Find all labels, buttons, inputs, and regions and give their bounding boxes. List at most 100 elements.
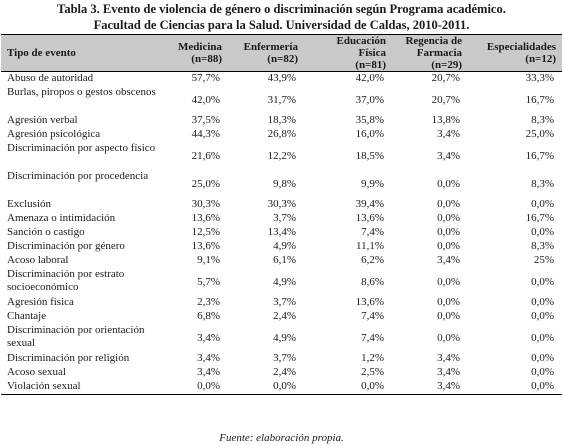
cell-value: 0,0% <box>437 226 460 238</box>
cell-value: 0,0% <box>166 380 228 395</box>
table-row: Agresión psicológica 44,3% 26,8% 16,0% 3… <box>1 128 562 142</box>
header-label: Tipo de evento <box>7 47 76 59</box>
cell-value: 4,9% <box>273 275 296 288</box>
table-row: Exclusión 30,3% 30,3% 39,4% 0,0% 0,0% <box>1 198 562 212</box>
cell-value: 0,0% <box>531 296 554 308</box>
table-row: Amenaza o intimidación 13,6% 3,7% 13,6% … <box>1 212 562 226</box>
header-label: Farmacia <box>416 47 462 59</box>
cell-value: 4,9% <box>273 240 296 252</box>
table-row: Discriminación por aspecto físico 21,6% … <box>1 142 562 170</box>
cell-value: 13,6% <box>191 212 220 224</box>
cell-value: 3,4% <box>437 352 460 364</box>
cell-value: 16,7% <box>525 212 554 224</box>
table-row: Burlas, piropos o gestos obscenos 42,0% … <box>1 86 562 114</box>
table-row: Sanción o castigo 12,5% 13,4% 7,4% 0,0% … <box>1 226 562 240</box>
cell-value: 3,4% <box>437 128 460 140</box>
row-label: Chantaje <box>7 310 47 322</box>
header-label: Especialidades <box>486 41 556 53</box>
header-n: (n=82) <box>267 53 298 65</box>
cell-value: 30,3% <box>267 198 296 210</box>
row-label: Agresión psicológica <box>7 128 101 140</box>
cell-value: 35,8% <box>355 114 384 126</box>
header-n: (n=12) <box>525 53 556 65</box>
row-label: Acoso sexual <box>7 366 66 378</box>
cell-value: 7,4% <box>361 331 384 344</box>
cell-value: 3,7% <box>273 296 296 308</box>
cell-value: 16,7% <box>525 149 554 162</box>
cell-value: 0,0% <box>437 310 460 322</box>
cell-value: 9,1% <box>197 254 220 266</box>
table-title-line1: Tabla 3. Evento de violencia de género o… <box>57 2 506 16</box>
table-source-note: Fuente: elaboración propia. <box>219 432 344 444</box>
cell-value: 0,0% <box>531 310 554 322</box>
data-table: Tipo de evento Medicina (n=88) Enfermerí… <box>1 34 562 395</box>
cell-value: 13,4% <box>267 226 296 238</box>
cell-value: 2,4% <box>273 366 296 378</box>
cell-value: 0,0% <box>531 352 554 364</box>
cell-value: 6,2% <box>361 254 384 266</box>
table-row: Discriminación por estrato socioeconómic… <box>1 268 562 296</box>
table-row: Discriminación por religión 3,4% 3,7% 1,… <box>1 352 562 366</box>
row-label: Sanción o castigo <box>7 226 85 238</box>
row-label: Burlas, piropos o gestos obscenos <box>7 86 156 98</box>
cell-value: 3,4% <box>197 366 220 378</box>
cell-value: 2,4% <box>273 310 296 322</box>
header-especialidades: Especialidades (n=12) <box>468 34 562 72</box>
cell-value: 0,0% <box>437 177 460 190</box>
cell-value: 11,1% <box>355 240 384 252</box>
cell-value: 7,4% <box>361 310 384 322</box>
cell-value: 1,2% <box>361 352 384 364</box>
header-label: Medicina <box>178 41 222 53</box>
cell-value: 43,9% <box>267 72 296 84</box>
header-tipo-evento: Tipo de evento <box>1 34 166 72</box>
table-row: Discriminación por género 13,6% 4,9% 11,… <box>1 240 562 254</box>
cell-value: 6,8% <box>197 310 220 322</box>
row-label: Amenaza o intimidación <box>7 212 116 224</box>
cell-value: 44,3% <box>191 128 220 140</box>
cell-value: 2,5% <box>361 366 384 378</box>
cell-value: 37,5% <box>191 114 220 126</box>
row-label: Acoso laboral <box>7 254 69 266</box>
cell-value: 5,7% <box>197 275 220 288</box>
row-label: Discriminación por género <box>7 240 125 252</box>
header-label: Regencia de <box>405 35 462 47</box>
cell-value: 6,1% <box>273 254 296 266</box>
row-label: Agresión verbal <box>7 114 78 126</box>
table-row: Abuso de autoridad 57,7% 43,9% 42,0% 20,… <box>1 72 562 87</box>
cell-value: 0,0% <box>437 212 460 224</box>
cell-value: 12,2% <box>267 149 296 162</box>
header-n: (n=88) <box>191 53 222 65</box>
cell-value: 3,4% <box>437 149 460 162</box>
cell-value: 3,4% <box>437 366 460 378</box>
table-row: Acoso sexual 3,4% 2,4% 2,5% 3,4% 0,0% <box>1 366 562 380</box>
cell-value: 0,0% <box>531 275 554 288</box>
row-label: Discriminación por aspecto físico <box>7 142 156 154</box>
table-row: Violación sexual 0,0% 0,0% 0,0% 3,4% 0,0… <box>1 380 562 395</box>
cell-value: 31,7% <box>267 93 296 106</box>
cell-value: 3,4% <box>392 380 468 395</box>
cell-value: 0,0% <box>531 198 554 210</box>
cell-value: 42,0% <box>355 72 384 84</box>
cell-value: 3,7% <box>273 212 296 224</box>
cell-value: 0,0% <box>437 331 460 344</box>
table-title: Tabla 3. Evento de violencia de género o… <box>0 0 563 33</box>
cell-value: 16,7% <box>525 93 554 106</box>
row-label: Abuso de autoridad <box>7 72 94 84</box>
cell-value: 12,5% <box>191 226 220 238</box>
row-label: Discriminación por orientación sexual <box>7 324 145 349</box>
row-label: Discriminación por religión <box>7 352 130 364</box>
cell-value: 0,0% <box>437 296 460 308</box>
cell-value: 3,4% <box>197 331 220 344</box>
header-label: Enfermería <box>243 41 298 53</box>
cell-value: 8,6% <box>361 275 384 288</box>
table-row: Agresión física 2,3% 3,7% 13,6% 0,0% 0,0… <box>1 296 562 310</box>
data-table-container: Tipo de evento Medicina (n=88) Enfermerí… <box>1 34 562 395</box>
table-row: Agresión verbal 37,5% 18,3% 35,8% 13,8% … <box>1 114 562 128</box>
cell-value: 39,4% <box>355 198 384 210</box>
cell-value: 13,6% <box>191 240 220 252</box>
table-row: Discriminación por procedencia 25,0% 9,8… <box>1 170 562 198</box>
cell-value: 57,7% <box>191 72 220 84</box>
row-label: Violación sexual <box>1 380 166 395</box>
cell-value: 9,9% <box>361 177 384 190</box>
cell-value: 33,3% <box>525 72 554 84</box>
